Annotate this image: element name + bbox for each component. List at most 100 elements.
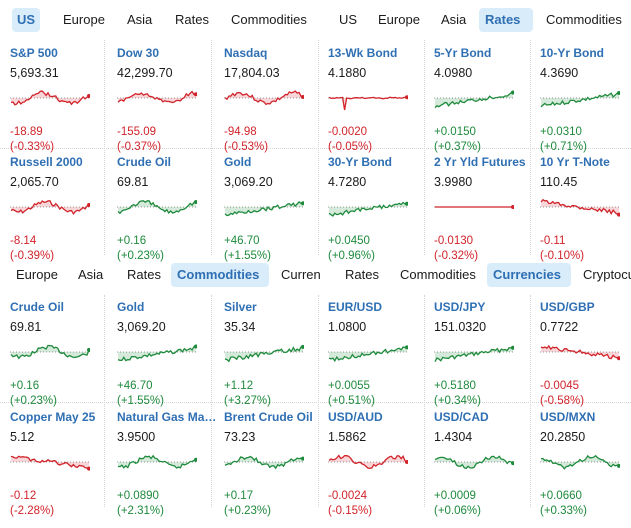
quote-symbol[interactable]: Dow 30 [117, 46, 160, 60]
tab-europe[interactable]: Europe [63, 12, 105, 27]
tab-asia[interactable]: Asia [441, 12, 467, 27]
tab-commodities[interactable]: Commodities [400, 267, 476, 282]
quote-card[interactable]: 30-Yr Bond 4.7280 +0.0450 (+0.96%) [328, 155, 434, 273]
quote-card[interactable]: USD/GBP 0.7722 -0.0045 (-0.58%) [540, 300, 631, 418]
quote-card[interactable]: 10 Yr T-Note 110.45 -0.11 (-0.10%) [540, 155, 631, 273]
sparkline-line [10, 200, 90, 216]
sparkline-chart [224, 201, 304, 217]
sparkline-end-dot [405, 201, 408, 206]
tab-commodities[interactable]: Commodities [231, 12, 307, 27]
tab-asia[interactable]: Asia [78, 267, 104, 282]
quote-card[interactable]: EUR/USD 1.0800 +0.0055 (+0.51%) [328, 300, 434, 418]
tab-rates[interactable]: Rates [345, 267, 379, 282]
quote-card[interactable]: S&P 500 5,693.31 -18.89 (-0.33%) [10, 46, 116, 164]
quote-symbol[interactable]: Copper May 25 [10, 410, 96, 424]
quote-symbol[interactable]: USD/AUD [328, 410, 383, 424]
sparkline-area [11, 456, 89, 469]
quote-change: -0.12 [10, 490, 37, 502]
tab-cryptocurrency[interactable]: Cryptocurrency [583, 267, 631, 282]
tab-rates[interactable]: Rates [479, 8, 533, 32]
quote-symbol[interactable]: 30-Yr Bond [328, 155, 393, 169]
quote-symbol[interactable]: USD/JPY [434, 300, 486, 314]
quote-percent: (+0.23%) [117, 250, 164, 262]
quote-symbol[interactable]: Crude Oil [10, 300, 65, 314]
quote-symbol[interactable]: USD/MXN [540, 410, 596, 424]
quote-change: +46.70 [224, 235, 260, 247]
divider [530, 40, 531, 255]
quote-symbol[interactable]: Russell 2000 [10, 155, 83, 169]
quote-card[interactable]: Crude Oil 69.81 +0.16 (+0.23%) [117, 155, 223, 273]
tab-commodities[interactable]: Commodities [171, 263, 269, 287]
quote-card[interactable]: 10-Yr Bond 4.3690 +0.0310 (+0.71%) [540, 46, 631, 164]
quote-card[interactable]: 13-Wk Bond 4.1880 -0.0020 (-0.05%) [328, 46, 434, 164]
divider [0, 402, 631, 403]
quote-symbol[interactable]: 5-Yr Bond [434, 46, 492, 60]
tab-europe[interactable]: Europe [378, 12, 420, 27]
tab-currencies[interactable]: Currencies [487, 263, 571, 287]
quote-symbol[interactable]: Nasdaq [224, 46, 268, 60]
quote-symbol[interactable]: 10 Yr T-Note [540, 155, 610, 169]
quote-card[interactable]: Natural Gas May 25 3.9500 +0.0890 (+2.31… [117, 410, 223, 528]
sparkline-end-dot [194, 344, 197, 349]
sparkline-end-dot [194, 92, 197, 97]
quote-card[interactable]: Nasdaq 17,804.03 -94.98 (-0.53%) [224, 46, 330, 164]
divider [211, 40, 212, 255]
tab-currencies[interactable]: Currencies [281, 267, 321, 282]
tab-rates[interactable]: Rates [127, 267, 161, 282]
quote-card[interactable]: 2 Yr Yld Futures 3.9980 -0.0130 (-0.32%) [434, 155, 540, 273]
quote-card[interactable]: USD/CAD 1.4304 +0.0009 (+0.06%) [434, 410, 540, 528]
sparkline-chart [540, 198, 620, 217]
quote-symbol[interactable]: S&P 500 [10, 46, 58, 60]
quote-card[interactable]: Crude Oil 69.81 +0.16 (+0.23%) [10, 300, 116, 418]
quote-symbol[interactable]: Crude Oil [117, 155, 172, 169]
quote-symbol[interactable]: Silver [224, 300, 257, 314]
quote-card[interactable]: Copper May 25 5.12 -0.12 (-2.28%) [10, 410, 116, 528]
quote-symbol[interactable]: Natural Gas May 25 [117, 410, 217, 424]
quote-card[interactable]: Gold 3,069.20 +46.70 (+1.55%) [117, 300, 223, 418]
quote-price: 110.45 [540, 175, 578, 189]
quote-symbol[interactable]: Brent Crude Oil [224, 410, 313, 424]
quote-price: 69.81 [10, 320, 42, 334]
quote-change: -0.0024 [328, 490, 368, 502]
quote-price: 42,299.70 [117, 66, 173, 80]
sparkline-chart [10, 200, 90, 216]
tab-us[interactable]: US [12, 8, 40, 32]
quote-change: -0.0130 [434, 235, 474, 247]
quote-percent: (-0.05%) [328, 141, 373, 153]
quote-card[interactable]: Silver 35.34 +1.12 (+3.27%) [224, 300, 330, 418]
sparkline-end-dot [194, 200, 197, 205]
tab-us[interactable]: US [339, 12, 358, 27]
quote-card[interactable]: USD/AUD 1.5862 -0.0024 (-0.15%) [328, 410, 434, 528]
quote-symbol[interactable]: 13-Wk Bond [328, 46, 398, 60]
quote-card[interactable]: Gold 3,069.20 +46.70 (+1.55%) [224, 155, 330, 273]
tab-commodities[interactable]: Commodities [546, 12, 622, 27]
quote-card[interactable]: USD/JPY 151.0320 +0.5180 (+0.34%) [434, 300, 540, 418]
sparkline-chart [434, 345, 514, 363]
quote-symbol[interactable]: EUR/USD [328, 300, 383, 314]
sparkline-area [118, 455, 196, 468]
sparkline-line [328, 96, 407, 111]
quote-card[interactable]: Russell 2000 2,065.70 -8.14 (-0.39%) [10, 155, 116, 273]
tab-europe[interactable]: Europe [16, 267, 58, 282]
sparkline-chart [10, 90, 90, 106]
quote-card[interactable]: USD/MXN 20.2850 +0.0660 (+0.33%) [540, 410, 631, 528]
quote-symbol[interactable]: Gold [117, 300, 145, 314]
quote-symbol[interactable]: Gold [224, 155, 252, 169]
sparkline-end-dot [617, 212, 620, 217]
quote-symbol[interactable]: 10-Yr Bond [540, 46, 605, 60]
tab-asia[interactable]: Asia [127, 12, 153, 27]
sparkline-end-dot [405, 459, 408, 464]
quote-card[interactable]: 5-Yr Bond 4.0980 +0.0150 (+0.37%) [434, 46, 540, 164]
tab-rates[interactable]: Rates [175, 12, 209, 27]
quote-change: +46.70 [117, 380, 153, 392]
quote-percent: (-0.32%) [434, 250, 479, 262]
quote-symbol[interactable]: USD/CAD [434, 410, 489, 424]
sparkline-area [541, 199, 619, 215]
quote-percent: (+0.33%) [540, 505, 587, 517]
quote-symbol[interactable]: USD/GBP [540, 300, 595, 314]
sparkline-end-dot [405, 95, 408, 100]
quote-percent: (+3.27%) [224, 395, 271, 407]
quote-symbol[interactable]: 2 Yr Yld Futures [434, 155, 526, 169]
quote-card[interactable]: Dow 30 42,299.70 -155.09 (-0.37%) [117, 46, 223, 164]
quote-card[interactable]: Brent Crude Oil 73.23 +0.17 (+0.23%) [224, 410, 330, 528]
